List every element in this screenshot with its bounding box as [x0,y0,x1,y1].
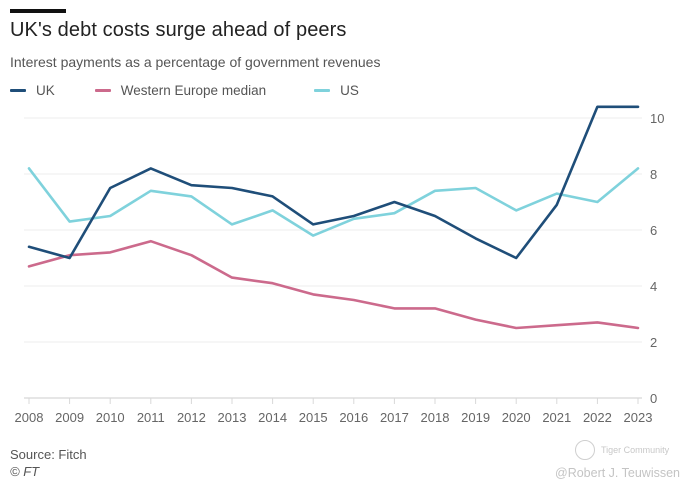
legend-item-uk: UK [10,83,55,98]
x-tick-label: 2017 [380,410,409,425]
legend-label-uk: UK [36,83,55,98]
series-line-us [27,167,640,237]
x-tick-label: 2008 [15,410,44,425]
legend-swatch-uk [10,89,26,92]
x-tick-label: 2018 [421,410,450,425]
series-lines [27,105,640,330]
x-tick-label: 2011 [137,410,165,425]
x-tick-label: 2019 [461,410,490,425]
copyright-note: © FT [10,464,40,479]
watermark-brand-text: Tiger Community [601,445,670,455]
tiger-logo-icon [575,440,595,460]
watermark-author: @Robert J. Teuwissen [555,466,681,480]
legend-label-us: US [340,83,359,98]
legend-item-western-europe: Western Europe median [94,83,267,98]
x-tick-label: 2015 [299,410,328,425]
header-accent-bar [10,9,66,13]
x-tick-label: 2012 [177,410,206,425]
x-tick-label: 2009 [55,410,84,425]
x-tick-label: 2020 [502,410,531,425]
y-tick-label: 10 [650,111,664,126]
y-tick-label: 0 [650,391,657,406]
x-axis: 2008 2009 2010 2011 2012 2013 2014 2015 2016 2017… [15,397,653,425]
x-tick-label: 2014 [258,410,287,425]
x-tick-label: 2010 [96,410,125,425]
source-note: Source: Fitch [10,447,87,462]
y-tick-label: 4 [650,279,657,294]
y-tick-label: 8 [650,167,657,182]
series-line-uk [27,105,640,260]
chart-title: UK's debt costs surge ahead of peers [10,19,347,41]
legend-label-western-europe: Western Europe median [120,83,267,98]
watermark-brand: Tiger Community [575,440,669,460]
legend-swatch-western-europe [94,89,111,92]
legend-swatch-us [314,89,331,92]
x-tick-label: 2016 [339,410,368,425]
legend-item-us: US [314,83,359,98]
x-tick-label: 2021 [542,410,571,425]
series-line-western-europe-median [27,239,640,330]
y-tick-label: 2 [650,335,657,350]
chart-legend: UK Western Europe median US [10,83,399,98]
gridlines [24,117,642,343]
chart-subtitle: Interest payments as a percentage of gov… [10,54,381,70]
y-axis-labels: 0 2 4 6 8 10 [650,111,664,406]
y-tick-label: 6 [650,223,657,238]
x-tick-label: 2013 [218,410,247,425]
x-tick-label: 2022 [583,410,612,425]
x-tick-label: 2023 [624,410,653,425]
